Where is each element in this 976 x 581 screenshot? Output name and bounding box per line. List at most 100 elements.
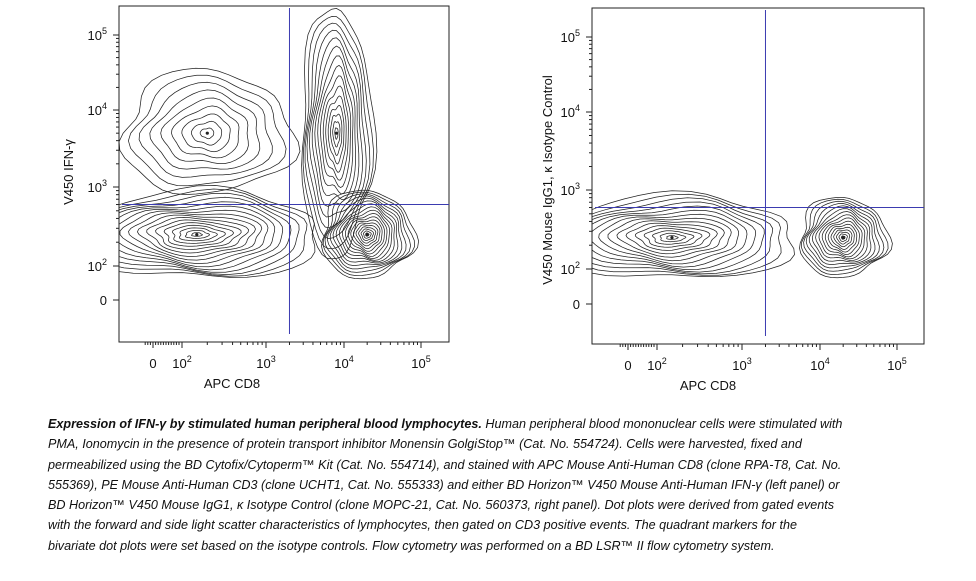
population-2-level-7 bbox=[350, 219, 383, 252]
population-2-level-11 bbox=[811, 208, 872, 263]
population-1-level-16 bbox=[119, 185, 316, 278]
population-1-level-8 bbox=[136, 214, 256, 257]
x-tick-label: 105 bbox=[411, 354, 430, 371]
population-1-level-3 bbox=[651, 230, 695, 245]
population-3-level-4 bbox=[327, 105, 345, 165]
population-2-level-2 bbox=[838, 233, 848, 242]
population-1-level-4 bbox=[172, 224, 226, 244]
population-4-level-1 bbox=[199, 127, 215, 140]
population-1-level-14 bbox=[119, 192, 300, 275]
y-tick-label: 102 bbox=[561, 260, 580, 277]
population-3-level-14 bbox=[302, 16, 374, 250]
x-tick-label: 104 bbox=[334, 354, 353, 371]
population-1-level-11 bbox=[119, 205, 276, 268]
population-3-level-2 bbox=[332, 121, 341, 148]
population-2-level-2 bbox=[363, 230, 372, 239]
population-2-level-11 bbox=[339, 206, 393, 261]
x-tick-label: 104 bbox=[810, 356, 829, 373]
population-3-level-13 bbox=[304, 22, 371, 239]
population-2-level-17 bbox=[322, 191, 415, 276]
x-axis-label: APC CD8 bbox=[204, 376, 260, 391]
population-2-level-5 bbox=[830, 226, 855, 250]
y-tick-label: 0 bbox=[573, 297, 580, 312]
population-4-level-7 bbox=[138, 81, 273, 178]
population-4-level-5 bbox=[160, 97, 249, 164]
population-1-level-9 bbox=[128, 212, 263, 261]
population-center-1 bbox=[195, 232, 199, 237]
population-center-1 bbox=[670, 235, 674, 240]
x-tick-label: 102 bbox=[172, 354, 191, 371]
figure-charts: 0 102 103 104 105 APC CD8 0 102 103 104 105 V450 IF… bbox=[61, 5, 925, 393]
population-3-level-7 bbox=[320, 75, 352, 189]
population-2-level-4 bbox=[358, 226, 377, 244]
population-1-level-1 bbox=[666, 235, 679, 240]
population-1-level-1 bbox=[191, 232, 203, 237]
population-1-level-6 bbox=[155, 219, 242, 250]
population-2-level-9 bbox=[345, 213, 388, 257]
caption-title: Expression of IFN-γ by stimulated human … bbox=[48, 417, 482, 431]
population-4-level-8 bbox=[128, 74, 287, 187]
population-2-level-14 bbox=[803, 200, 885, 272]
population-2-level-8 bbox=[821, 217, 863, 258]
plot-frame bbox=[118, 5, 450, 343]
population-1-level-7 bbox=[146, 217, 250, 254]
population-2-level-3 bbox=[360, 228, 374, 241]
population-2-level-16 bbox=[324, 193, 411, 273]
figure-caption: Expression of IFN-γ by stimulated human … bbox=[48, 414, 848, 556]
population-1-level-4 bbox=[643, 227, 703, 248]
y-axis-label: V450 IFN-γ bbox=[61, 139, 76, 205]
population-3-level-12 bbox=[306, 29, 367, 229]
population-3-level-10 bbox=[311, 45, 360, 207]
y-tick-label: 104 bbox=[561, 103, 580, 120]
population-2-level-16 bbox=[799, 197, 893, 279]
population-2-level-10 bbox=[342, 209, 390, 259]
population-3-level-9 bbox=[314, 55, 356, 200]
y-tick-label: 0 bbox=[100, 293, 107, 308]
population-1-level-15 bbox=[119, 188, 308, 277]
population-2-level-10 bbox=[815, 211, 868, 261]
population-3-level-3 bbox=[330, 113, 343, 156]
y-tick-label: 103 bbox=[88, 178, 107, 195]
x-tick-label: 103 bbox=[732, 356, 751, 373]
population-3-level-15 bbox=[301, 8, 378, 260]
population-1-level-2 bbox=[184, 230, 210, 239]
y-tick-label: 102 bbox=[88, 257, 107, 274]
population-center-4 bbox=[205, 131, 209, 135]
x-tick-label: 0 bbox=[149, 356, 156, 371]
x-axis-label: APC CD8 bbox=[680, 378, 736, 393]
chart-panel-2: 0 102 103 104 105 APC CD8 0 102 103 104 105 V450 Mo… bbox=[540, 7, 925, 393]
population-3-level-1 bbox=[334, 127, 339, 140]
population-4-level-6 bbox=[149, 89, 261, 170]
population-1-level-13 bbox=[119, 196, 292, 273]
population-2-level-13 bbox=[805, 203, 880, 269]
population-1-level-13 bbox=[592, 197, 774, 275]
population-3-level-5 bbox=[325, 95, 347, 173]
population-2-level-5 bbox=[355, 224, 379, 247]
x-tick-label: 105 bbox=[887, 356, 906, 373]
population-2-level-12 bbox=[335, 203, 395, 263]
population-1-level-2 bbox=[659, 232, 687, 243]
population-1-level-5 bbox=[634, 225, 711, 251]
x-tick-label: 102 bbox=[647, 356, 666, 373]
population-2-level-18 bbox=[321, 189, 419, 280]
population-1-level-5 bbox=[163, 222, 235, 247]
population-1-level-10 bbox=[592, 209, 748, 268]
population-center-2 bbox=[365, 232, 369, 237]
y-tick-label: 105 bbox=[88, 26, 107, 43]
population-1-level-15 bbox=[592, 190, 795, 277]
x-tick-label: 0 bbox=[624, 358, 631, 373]
population-2-level-6 bbox=[827, 223, 858, 253]
population-2-level-9 bbox=[818, 214, 866, 260]
population-1-level-9 bbox=[598, 213, 739, 265]
y-tick-label: 104 bbox=[88, 101, 107, 118]
caption-body: Human peripheral blood mononuclear cells… bbox=[48, 417, 843, 553]
y-axis-label: V450 Mouse IgG1, κ Isotype Control bbox=[540, 75, 555, 285]
population-4-level-9 bbox=[119, 67, 301, 195]
population-1-level-14 bbox=[592, 193, 782, 276]
plot-frame bbox=[591, 7, 925, 345]
population-3-level-6 bbox=[322, 85, 349, 181]
population-2-level-15 bbox=[326, 195, 407, 270]
y-tick-label: 103 bbox=[561, 181, 580, 198]
plot-area bbox=[592, 190, 893, 279]
population-2-level-12 bbox=[808, 205, 876, 265]
